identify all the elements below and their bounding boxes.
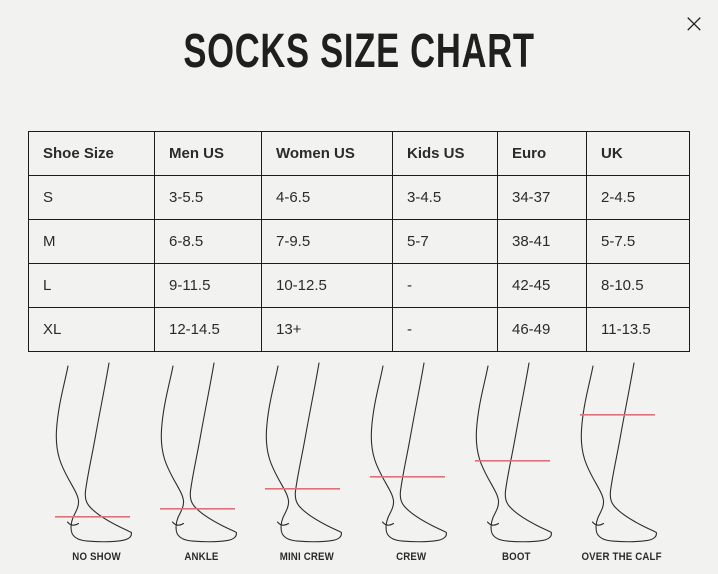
sock-style-label: OVER THE CALF (581, 550, 662, 563)
close-button[interactable]: × (680, 10, 708, 38)
leg-illustration-boot (475, 362, 552, 543)
size-cell: 5-7 (392, 218, 498, 264)
leg-illustration-over-the-calf (580, 362, 657, 543)
leg-illustration-no-show (55, 362, 132, 543)
sock-style-boot: BOOT (469, 360, 564, 563)
size-cell: 12-14.5 (154, 306, 262, 352)
column-header-uk: UK (586, 130, 690, 176)
size-cell: 42-45 (497, 262, 587, 308)
size-cell: 46-49 (497, 306, 587, 352)
sock-style-label: CREW (396, 550, 427, 563)
size-cell: 7-9.5 (261, 218, 393, 264)
sock-style-label: NO SHOW (72, 550, 121, 563)
sock-style-no-show: NO SHOW (49, 360, 144, 563)
size-cell: 10-12.5 (261, 262, 393, 308)
leg-illustration-ankle (160, 362, 237, 543)
size-label-cell: XL (28, 306, 155, 352)
sock-style-label: BOOT (502, 550, 531, 563)
sock-cut-line (580, 413, 655, 416)
table-row-s: S 3-5.5 4-6.5 3-4.5 34-37 2-4.5 (28, 174, 690, 220)
size-cell: 2-4.5 (586, 174, 690, 220)
leg-illustration-crew (370, 362, 447, 543)
header-row: Shoe Size Men US Women US Kids US Euro U… (28, 130, 690, 176)
table-row-l: L 9-11.5 10-12.5 - 42-45 8-10.5 (28, 262, 690, 308)
column-header-euro: Euro (497, 130, 587, 176)
size-cell: 3-4.5 (392, 174, 498, 220)
column-header-shoe-size: Shoe Size (28, 130, 155, 176)
sock-cut-line (55, 515, 130, 518)
sock-cut-line (370, 475, 445, 478)
size-label-cell: S (28, 174, 155, 220)
sock-cut-line (160, 507, 235, 510)
table-row-xl: XL 12-14.5 13+ - 46-49 11-13.5 (28, 306, 690, 352)
size-cell: 9-11.5 (154, 262, 262, 308)
sock-style-label: MINI CREW (279, 550, 334, 563)
dialog-title-text: SOCKS SIZE CHART (183, 25, 535, 78)
leg-illustration-mini-crew (265, 362, 342, 543)
size-cell: 8-10.5 (586, 262, 690, 308)
sock-height-figures: NO SHOW ANKLE MINI CREW (0, 360, 718, 563)
sock-cut-line (265, 487, 340, 490)
sock-style-over-the-calf: OVER THE CALF (574, 360, 669, 563)
size-cell: 4-6.5 (261, 174, 393, 220)
size-cell: 11-13.5 (586, 306, 690, 352)
size-cell: 38-41 (497, 218, 587, 264)
size-label-cell: M (28, 218, 155, 264)
sock-cut-line (475, 459, 550, 462)
size-chart-table: Shoe Size Men US Women US Kids US Euro U… (28, 130, 690, 352)
sock-style-label: ANKLE (184, 550, 219, 563)
size-cell: 3-5.5 (154, 174, 262, 220)
sock-style-crew: CREW (364, 360, 459, 563)
size-cell: - (392, 306, 498, 352)
sock-style-mini-crew: MINI CREW (259, 360, 354, 563)
size-cell: 13+ (261, 306, 393, 352)
dialog-title: SOCKS SIZE CHART (0, 0, 718, 79)
column-header-men-us: Men US (154, 130, 262, 176)
size-cell: - (392, 262, 498, 308)
column-header-kids-us: Kids US (392, 130, 498, 176)
size-cell: 5-7.5 (586, 218, 690, 264)
size-cell: 6-8.5 (154, 218, 262, 264)
table-row-m: M 6-8.5 7-9.5 5-7 38-41 5-7.5 (28, 218, 690, 264)
close-icon: × (683, 9, 705, 39)
size-cell: 34-37 (497, 174, 587, 220)
column-header-women-us: Women US (261, 130, 393, 176)
size-label-cell: L (28, 262, 155, 308)
sock-style-ankle: ANKLE (154, 360, 249, 563)
